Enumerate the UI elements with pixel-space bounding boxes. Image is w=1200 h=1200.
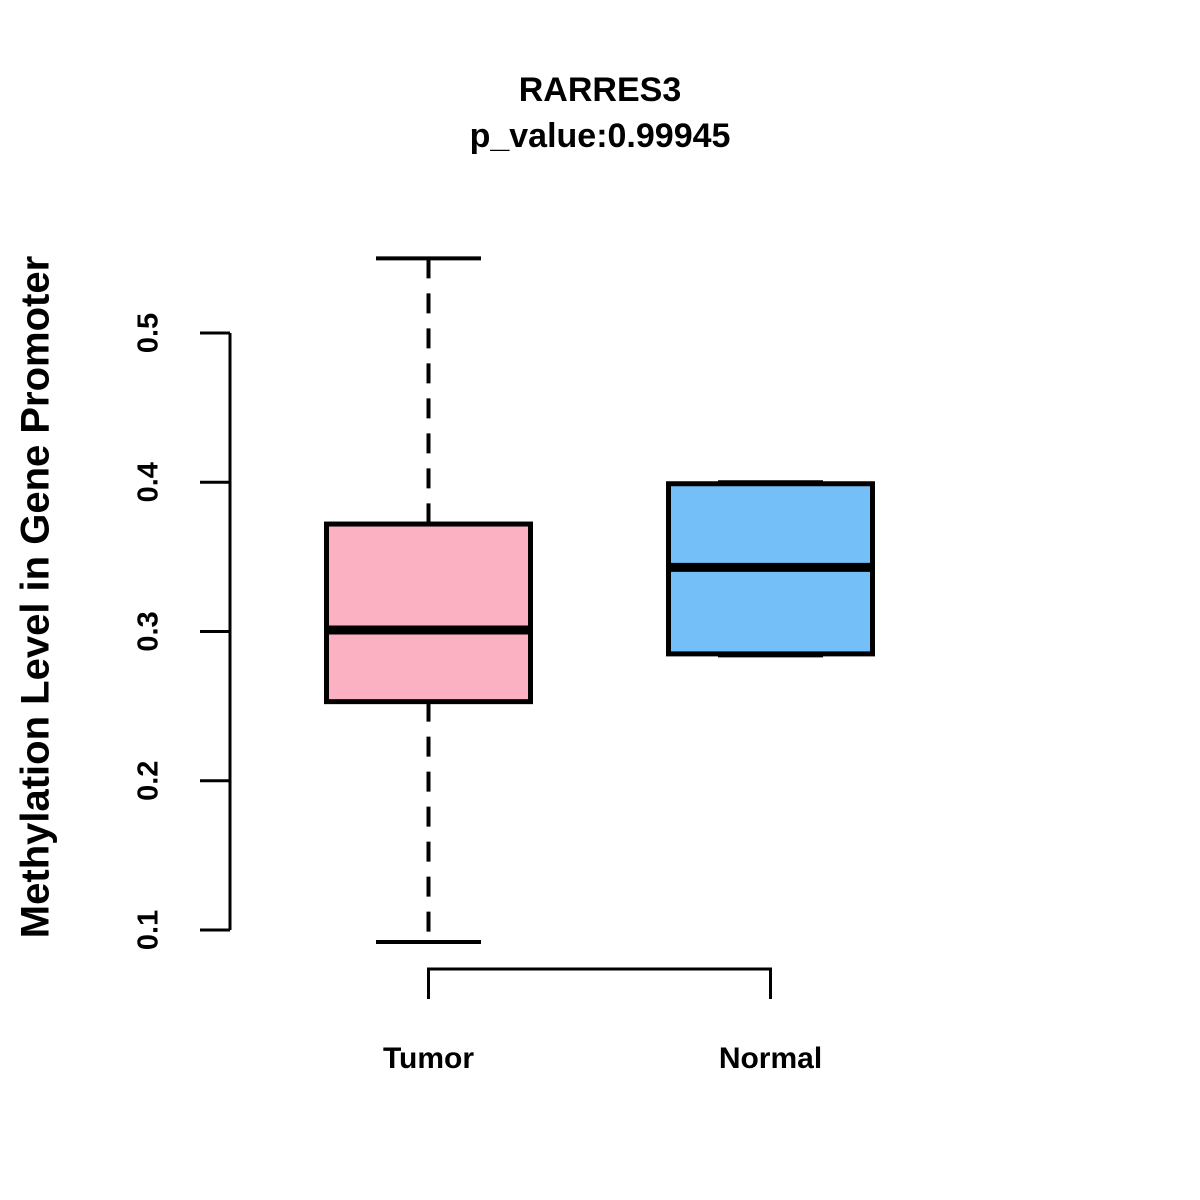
y-tick-label-0.3: 0.3: [133, 611, 165, 651]
y-tick-label-0.5: 0.5: [133, 313, 165, 353]
x-category-label-tumor: Tumor: [383, 1042, 474, 1075]
y-tick-label-0.4: 0.4: [133, 462, 165, 502]
y-axis-label: Methylation Level in Gene Promoter: [13, 255, 58, 939]
chart-title: RARRES3: [518, 71, 682, 109]
y-tick-label-0.1: 0.1: [133, 910, 165, 950]
y-tick-label-0.2: 0.2: [133, 761, 165, 801]
x-axis-bracket: [427, 967, 772, 999]
box-tumor: [324, 521, 533, 705]
chart-subtitle-pvalue: p_value:0.99945: [469, 117, 731, 155]
x-category-label-normal: Normal: [719, 1042, 822, 1075]
